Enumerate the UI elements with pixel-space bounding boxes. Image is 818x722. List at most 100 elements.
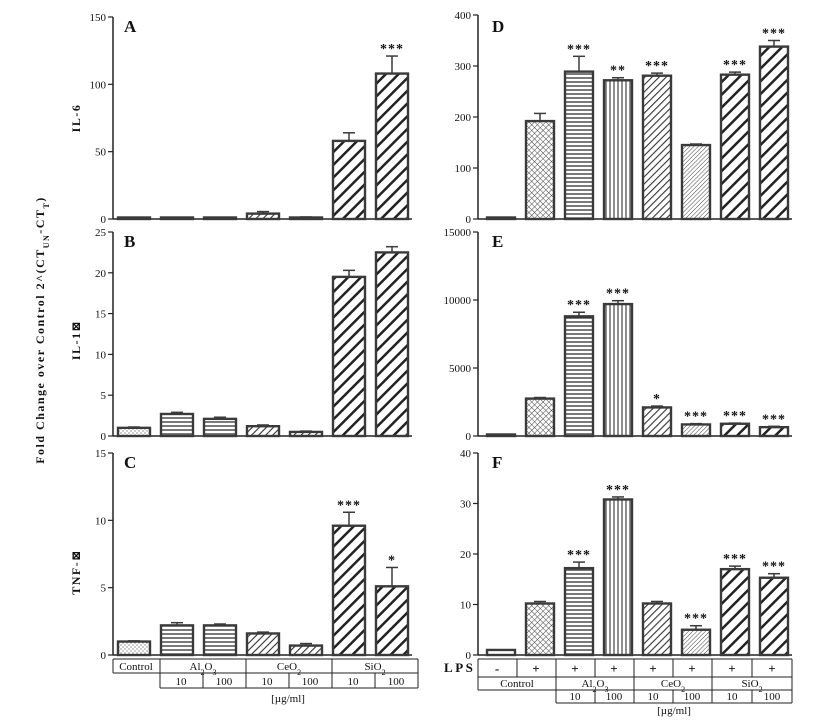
bar (758, 576, 790, 657)
significance-label: *** (380, 42, 404, 57)
bar (159, 624, 195, 657)
lps-mark: + (610, 661, 617, 676)
significance-label: *** (723, 552, 747, 567)
bar (245, 425, 281, 438)
left-group-al2o3: Al2O3 (190, 661, 217, 677)
bar (159, 216, 195, 221)
y-tick-label: 5 (101, 390, 107, 402)
y-tick-label: 0 (101, 650, 107, 662)
y-tick-label: 0 (466, 650, 472, 662)
right-units-label: [µg/ml] (657, 705, 691, 717)
significance-label: *** (684, 612, 708, 627)
y-tick-label: 100 (455, 163, 472, 175)
lps-label: L P S (444, 660, 473, 675)
bar (245, 632, 281, 657)
significance-label: *** (762, 560, 786, 575)
panel-f: 0 10 20 30 40 *** *** *** *** *** F (460, 448, 792, 662)
left-conc-label: 10 (176, 676, 188, 688)
significance-label: *** (606, 287, 630, 302)
y-tick-label: 0 (101, 214, 107, 226)
panel-label: F (492, 453, 502, 472)
bar (719, 422, 751, 438)
bar (288, 216, 324, 221)
y-tick-label: 0 (466, 431, 472, 443)
y-tick-label: 30 (460, 499, 472, 511)
right-table-labels: - + + + + + + + Control Al2O3 CeO2 SiO2 … (495, 661, 781, 717)
y-tick-label: 300 (455, 61, 472, 73)
bar (374, 72, 410, 221)
panel-y-label: IL-1⊠ (69, 320, 83, 360)
y-tick-label: 20 (95, 268, 107, 280)
bar (719, 567, 751, 657)
bar (485, 433, 517, 438)
bar (758, 425, 790, 438)
left-units-label: [µg/ml] (271, 693, 305, 705)
y-tick-label: 400 (455, 10, 472, 22)
left-group-ceo2: CeO2 (277, 661, 301, 677)
bar (331, 524, 367, 657)
bar (485, 216, 517, 221)
bar (331, 139, 367, 221)
y-tick-label: 10 (460, 600, 472, 612)
right-conc-label: 10 (727, 691, 739, 703)
bar (602, 498, 634, 657)
y-tick-label: 150 (90, 12, 107, 24)
bar (524, 119, 556, 221)
y-tick-label: 20 (460, 549, 472, 561)
bar (602, 302, 634, 438)
significance-label: *** (762, 412, 786, 427)
panel-label: A (124, 17, 137, 36)
bar (563, 566, 595, 657)
y-tick-label: 15 (95, 309, 107, 321)
right-condition-table (477, 658, 793, 704)
bar (563, 315, 595, 438)
significance-label: * (653, 392, 661, 407)
y-tick-label: 40 (460, 448, 472, 460)
significance-label: *** (723, 58, 747, 73)
panel-a: 0 50 100 150 *** A IL-6 (69, 12, 412, 226)
significance-label: *** (567, 42, 591, 57)
bar (524, 602, 556, 657)
y-tick-label: 15 (95, 448, 107, 460)
bar (202, 624, 238, 657)
significance-label: *** (723, 409, 747, 424)
y-axis-title-sub-un: UN (42, 234, 51, 249)
panel-label: C (124, 453, 136, 472)
right-control-label: Control (500, 678, 534, 690)
y-axis-title-mid: -CT (33, 209, 47, 234)
bar (159, 412, 195, 438)
right-group-al2o3: Al2O3 (582, 678, 609, 694)
panel-y-label: IL-6 (69, 104, 83, 133)
y-tick-label: 200 (455, 112, 472, 124)
bar (202, 417, 238, 438)
lps-mark: + (768, 661, 775, 676)
right-conc-label: 100 (606, 691, 623, 703)
bar (563, 70, 595, 221)
bar (758, 45, 790, 221)
y-axis-title: Fold Change over Control 2^(CTUN-CTT) (33, 196, 51, 464)
left-conc-label: 100 (388, 676, 405, 688)
bar (288, 644, 324, 657)
y-tick-label: 25 (95, 227, 107, 239)
bar (116, 426, 152, 438)
significance-label: *** (762, 27, 786, 42)
right-conc-label: 100 (764, 691, 781, 703)
bar (680, 628, 712, 657)
bar (116, 216, 152, 221)
lps-mark: - (495, 661, 499, 676)
bar (524, 397, 556, 438)
y-axis-title-close: ) (33, 196, 47, 202)
bar (374, 251, 410, 438)
bar (641, 74, 673, 221)
left-control-label: Control (119, 661, 153, 673)
significance-label: *** (337, 498, 361, 513)
y-tick-label: 0 (466, 214, 472, 226)
bar (374, 585, 410, 657)
right-conc-label: 100 (684, 691, 701, 703)
lps-mark: + (728, 661, 735, 676)
lps-mark: + (649, 661, 656, 676)
